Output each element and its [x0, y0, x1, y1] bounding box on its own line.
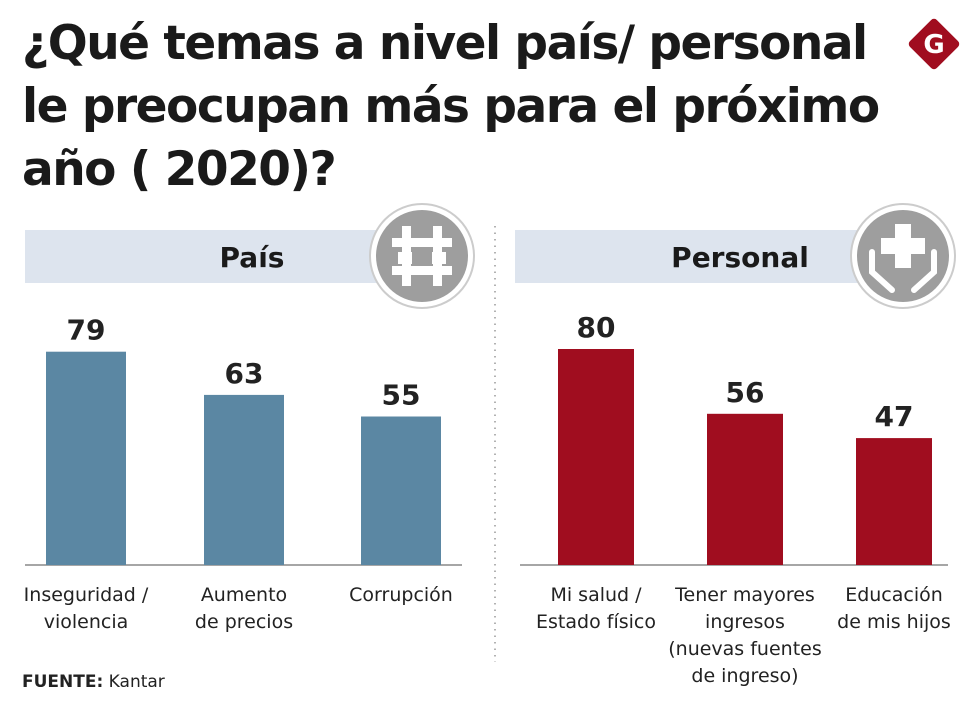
personal-bar — [558, 349, 634, 565]
pais-value-label: 55 — [382, 379, 421, 412]
pais-value-label: 79 — [67, 314, 106, 347]
personal-category-label: Tener mayores — [674, 584, 815, 606]
personal-category-label: de ingreso) — [691, 665, 798, 687]
personal-bar — [856, 438, 932, 565]
personal-value-label: 80 — [577, 311, 616, 344]
page-title: ¿Qué temas a nivel país/ personal le pre… — [22, 16, 880, 197]
personal-category-label: ingresos — [705, 611, 785, 633]
personal-category-label: (nuevas fuentes — [668, 638, 822, 660]
personal-header: Personal — [671, 241, 809, 274]
personal-value-label: 47 — [875, 400, 914, 433]
pais-category-label: Corrupción — [349, 584, 453, 606]
health-hands-icon — [850, 203, 956, 309]
personal-value-label: 56 — [726, 376, 765, 409]
personal-category-label: Educación — [845, 584, 943, 606]
personal-category-label: Mi salud / — [550, 584, 642, 606]
pais-category-label: Aumento — [201, 584, 287, 606]
pais-category-label: Inseguridad / — [24, 584, 149, 606]
pais-category-label: de precios — [195, 611, 293, 633]
pais-bar — [204, 394, 284, 565]
pais-header: País — [220, 241, 285, 274]
prison-bars-icon — [369, 203, 475, 309]
logo-g-icon: G — [908, 18, 960, 70]
source-value: Kantar — [108, 672, 165, 692]
pais-bar — [361, 416, 441, 565]
pais-value-label: 63 — [225, 357, 264, 390]
personal-category-label: de mis hijos — [837, 611, 951, 633]
pais-category-label: violencia — [44, 611, 129, 633]
personal-category-label: Estado físico — [536, 611, 656, 633]
pais-bar — [46, 351, 126, 565]
svg-text:G: G — [923, 30, 944, 60]
personal-bar — [707, 413, 783, 565]
source-note: FUENTE: Kantar — [22, 672, 165, 692]
source-label: FUENTE: — [22, 672, 104, 692]
